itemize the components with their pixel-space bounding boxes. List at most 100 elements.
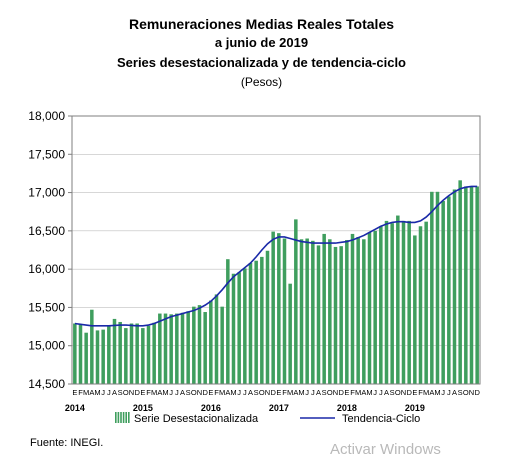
y-tick-label: 14,500 xyxy=(28,377,65,391)
trend-line xyxy=(74,185,478,327)
bar xyxy=(141,328,145,384)
month-label: F xyxy=(350,388,355,397)
month-label: A xyxy=(157,388,162,397)
legend-bar-swatch xyxy=(115,412,117,423)
bar xyxy=(169,314,173,384)
bar xyxy=(73,323,77,384)
y-axis: 14,500 15,000 15,500 16,000 16,500 17,000 17,5… xyxy=(28,109,72,391)
month-label: E xyxy=(412,388,417,397)
month-label: J xyxy=(243,388,247,397)
chart-subtitle: (Pesos) xyxy=(240,75,283,89)
bar xyxy=(118,321,122,384)
plot-frame xyxy=(71,115,481,385)
month-label: S xyxy=(390,388,395,397)
bar xyxy=(447,196,451,384)
month-label: E xyxy=(276,388,281,397)
bar-series xyxy=(73,180,479,384)
month-label: M xyxy=(162,388,168,397)
month-label: M xyxy=(423,388,429,397)
bar xyxy=(265,250,270,384)
month-label: D xyxy=(134,388,140,397)
bar xyxy=(95,330,100,384)
month-label: E xyxy=(344,388,349,397)
bar xyxy=(299,239,304,384)
month-label: S xyxy=(186,388,191,397)
bar xyxy=(277,233,281,384)
month-label: N xyxy=(265,388,270,397)
bar xyxy=(384,220,389,384)
month-label: F xyxy=(418,388,423,397)
month-label: J xyxy=(373,388,377,397)
month-label: A xyxy=(384,388,389,397)
y-tick-label: 15,000 xyxy=(28,339,65,353)
bar xyxy=(175,313,179,384)
bar xyxy=(282,238,287,384)
month-label: O xyxy=(327,388,333,397)
month-label: F xyxy=(146,388,151,397)
month-label: A xyxy=(429,388,434,397)
bar xyxy=(129,323,134,384)
bar xyxy=(441,200,445,384)
year-label: 2017 xyxy=(269,403,289,413)
plot-border xyxy=(71,115,481,385)
month-label: J xyxy=(311,388,315,397)
bar xyxy=(260,256,264,384)
chart-title-line3: Series desestacionalizada y de tendencia… xyxy=(116,55,406,70)
bar xyxy=(345,240,349,384)
month-label: J xyxy=(237,388,241,397)
bar xyxy=(294,219,298,384)
month-label: E xyxy=(72,388,77,397)
month-label: J xyxy=(447,388,451,397)
bar xyxy=(197,305,202,384)
month-label: E xyxy=(140,388,145,397)
bar xyxy=(452,189,457,384)
bar xyxy=(152,322,156,384)
bar xyxy=(390,223,394,384)
year-label: 2014 xyxy=(65,403,85,413)
month-label: M xyxy=(230,388,236,397)
month-label: N xyxy=(129,388,134,397)
month-label: A xyxy=(180,388,185,397)
bar xyxy=(379,226,383,384)
month-label: J xyxy=(107,388,111,397)
month-label: F xyxy=(282,388,287,397)
y-tick-label: 17,500 xyxy=(28,147,65,161)
bar xyxy=(469,186,474,384)
legend: Serie Desestacionalizada Tendencia-Ciclo xyxy=(115,412,420,425)
month-label: F xyxy=(214,388,219,397)
bar xyxy=(237,272,241,384)
bar xyxy=(90,309,94,384)
legend-label: Serie Desestacionalizada xyxy=(134,413,259,425)
bar xyxy=(418,226,423,384)
source-note: Fuente: INEGI. xyxy=(30,437,104,449)
month-label: D xyxy=(338,388,344,397)
bar xyxy=(464,186,468,384)
month-label: S xyxy=(254,388,259,397)
month-label: J xyxy=(101,388,105,397)
legend-bar-swatch xyxy=(125,412,127,423)
month-label: N xyxy=(469,388,474,397)
year-label: 2018 xyxy=(337,403,357,413)
bar xyxy=(430,191,434,384)
bar xyxy=(186,311,190,384)
bar xyxy=(271,231,275,384)
month-label: M xyxy=(94,388,100,397)
bar xyxy=(124,328,128,384)
bar xyxy=(322,233,326,384)
year-label: 2015 xyxy=(133,403,153,413)
bar xyxy=(112,318,117,384)
legend-bar-swatch xyxy=(117,412,120,423)
legend-bar-swatch xyxy=(122,412,125,423)
month-label: O xyxy=(395,388,401,397)
chart-title-line2: a junio de 2019 xyxy=(214,35,309,50)
month-label: S xyxy=(322,388,327,397)
month-label: N xyxy=(197,388,202,397)
month-label: N xyxy=(333,388,338,397)
bar xyxy=(135,323,139,384)
month-label: A xyxy=(293,388,298,397)
bar xyxy=(254,260,258,384)
bar xyxy=(248,263,253,384)
month-label: S xyxy=(458,388,463,397)
month-label: O xyxy=(191,388,197,397)
